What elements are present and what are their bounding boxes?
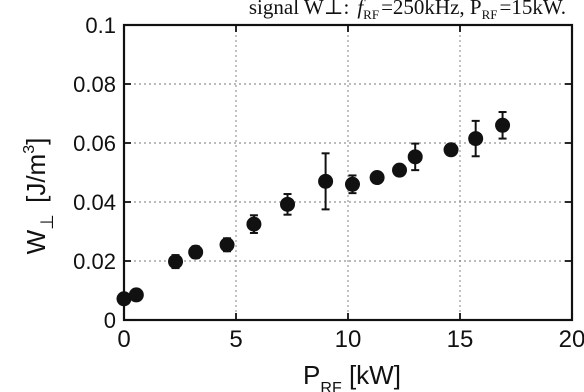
data-point <box>443 142 459 158</box>
data-point <box>116 291 132 307</box>
data-point <box>280 196 296 212</box>
data-point <box>318 173 334 189</box>
chart-caption: signal W⊥: fRF=250kHz, PRF=15kW. <box>249 0 566 22</box>
y-tick-label: 0.02 <box>73 249 116 274</box>
x-tick-label: 0 <box>117 326 130 353</box>
data-point <box>246 216 262 232</box>
x-tick-label: 15 <box>447 326 474 353</box>
data-point <box>128 287 144 303</box>
data-point <box>168 254 184 270</box>
x-axis-label: PRF [kW] <box>303 360 401 392</box>
data-point <box>188 244 204 260</box>
x-tick-label: 10 <box>335 326 362 353</box>
y-ticks: 0 0.02 0.04 0.06 0.08 0.1 <box>73 13 572 333</box>
data-point <box>495 117 511 133</box>
data-point <box>407 149 423 165</box>
x-tick-label: 5 <box>229 326 242 353</box>
y-tick-label: 0 <box>104 308 116 333</box>
data-point <box>369 170 385 186</box>
data-points <box>116 111 511 307</box>
x-ticks: 0 5 10 15 20 <box>117 25 584 353</box>
data-point <box>468 131 484 147</box>
y-tick-label: 0.04 <box>73 190 116 215</box>
data-point <box>392 162 408 178</box>
y-tick-label: 0.06 <box>73 131 116 156</box>
data-point <box>344 176 360 192</box>
y-tick-label: 0.1 <box>85 13 116 38</box>
y-tick-label: 0.08 <box>73 72 116 97</box>
y-axis-label: W⊥ [J/m3] <box>21 138 57 255</box>
data-point <box>219 237 235 253</box>
grid <box>124 25 572 320</box>
x-tick-label: 20 <box>559 326 584 353</box>
